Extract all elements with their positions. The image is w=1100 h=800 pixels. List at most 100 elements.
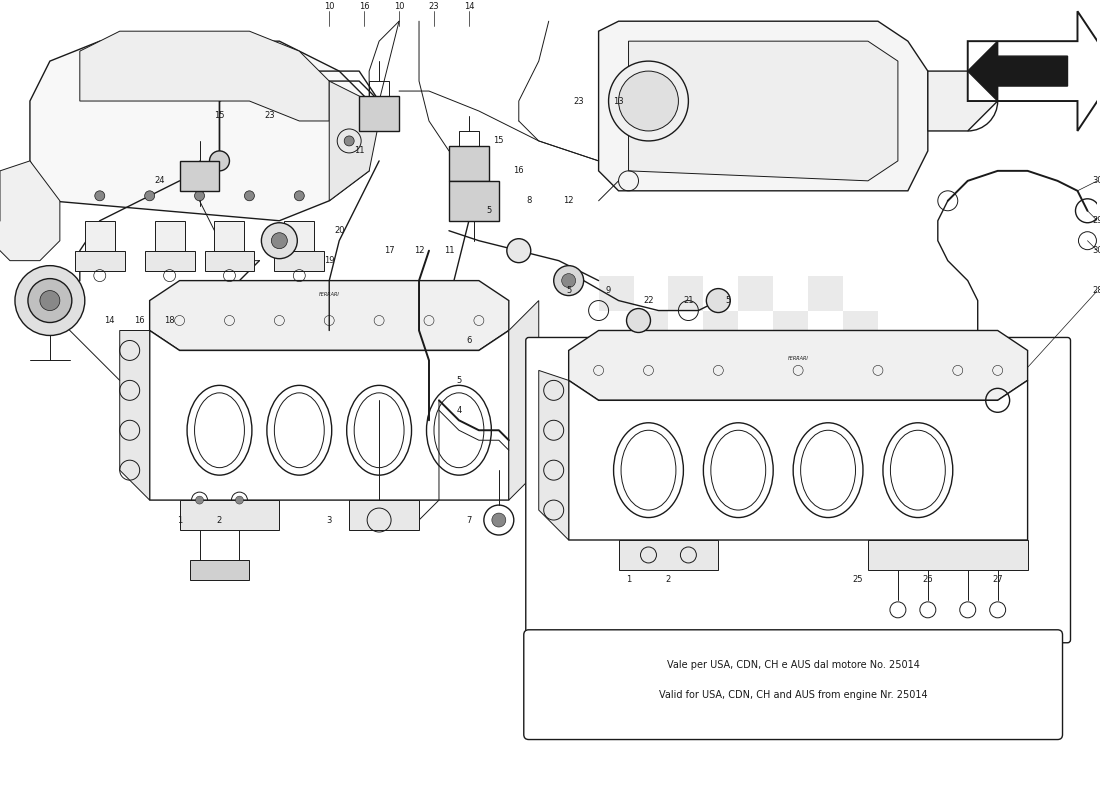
Polygon shape [618,540,718,570]
Text: 8: 8 [526,196,531,206]
Text: FERRARI: FERRARI [319,291,340,297]
Circle shape [553,266,584,295]
Text: 23: 23 [264,111,275,121]
Text: 3: 3 [327,515,332,525]
Text: 22: 22 [644,296,653,305]
Bar [179,161,220,191]
Text: 27: 27 [992,575,1003,585]
Bar [669,276,703,310]
Bar [360,96,399,131]
Polygon shape [329,81,379,201]
Text: 5: 5 [566,286,571,295]
FancyBboxPatch shape [524,630,1063,739]
Polygon shape [120,330,150,500]
Polygon shape [150,281,509,350]
Text: 16: 16 [359,2,370,10]
Polygon shape [150,330,509,500]
Text: 16: 16 [134,316,145,325]
Text: Vale per USA, CDN, CH e AUS dal motore No. 25014: Vale per USA, CDN, CH e AUS dal motore N… [667,660,920,670]
Text: 7: 7 [466,515,472,525]
Bar [808,276,843,310]
Circle shape [195,191,205,201]
Bar [634,310,669,346]
Text: 23: 23 [429,2,439,10]
Circle shape [235,496,243,504]
Text: 19: 19 [324,256,334,265]
Text: 25: 25 [852,575,864,585]
Bar [449,181,498,221]
Circle shape [344,136,354,146]
Bar [370,81,389,96]
Bar [773,310,808,346]
Bar [843,450,878,485]
Text: 15: 15 [494,137,504,146]
Polygon shape [179,500,279,530]
Circle shape [627,309,650,333]
Polygon shape [968,41,1067,101]
Text: 10: 10 [394,2,405,10]
Text: 4: 4 [456,406,462,415]
Polygon shape [80,31,329,121]
Bar [459,131,478,146]
Text: 21: 21 [683,296,694,305]
Circle shape [706,289,730,313]
Polygon shape [214,221,244,250]
Polygon shape [0,161,59,261]
Text: 12: 12 [563,196,574,206]
Text: 5: 5 [726,296,730,305]
Polygon shape [349,500,419,530]
Polygon shape [145,250,195,270]
Text: 24: 24 [154,176,165,186]
Text: 30: 30 [1092,176,1100,186]
Circle shape [40,290,59,310]
Bar [598,346,634,380]
Text: 23: 23 [573,97,584,106]
Circle shape [562,274,575,287]
Circle shape [295,191,305,201]
Text: 12: 12 [414,246,425,255]
Text: 1: 1 [626,575,631,585]
Bar [703,310,738,346]
Text: car parts: car parts [253,350,345,370]
Polygon shape [868,540,1027,570]
Text: 13: 13 [613,97,624,106]
Text: 14: 14 [104,316,116,325]
Bar [808,485,843,520]
Bar [669,346,703,380]
Text: 5: 5 [486,206,492,215]
Bar [808,346,843,380]
Circle shape [15,266,85,335]
Circle shape [95,191,104,201]
Bar [843,310,878,346]
Text: 10: 10 [324,2,334,10]
Circle shape [209,151,230,171]
Bar [634,450,669,485]
Bar [808,415,843,450]
Circle shape [196,496,204,504]
Text: Valid for USA, CDN, CH and AUS from engine Nr. 25014: Valid for USA, CDN, CH and AUS from engi… [659,690,927,700]
Polygon shape [968,11,1100,131]
Bar [669,485,703,520]
Polygon shape [284,221,315,250]
Polygon shape [30,41,370,221]
Circle shape [145,191,155,201]
Text: 14: 14 [464,2,474,10]
Text: 28: 28 [1092,286,1100,295]
Text: 29: 29 [1092,216,1100,226]
Circle shape [272,233,287,249]
Polygon shape [569,330,1027,400]
Bar [669,415,703,450]
Bar [598,485,634,520]
FancyBboxPatch shape [526,338,1070,642]
Polygon shape [628,41,898,181]
Bar [773,380,808,415]
Polygon shape [155,221,185,250]
Bar [738,415,773,450]
Text: 20: 20 [334,226,344,235]
Bar [738,276,773,310]
Bar [843,380,878,415]
Polygon shape [509,301,539,500]
Bar [738,485,773,520]
Polygon shape [85,221,114,250]
Text: 16: 16 [514,166,524,175]
